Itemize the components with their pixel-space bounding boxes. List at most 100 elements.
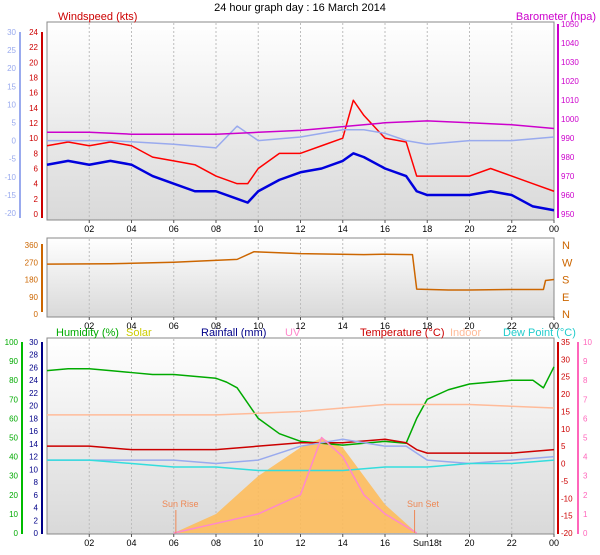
- humidity-tick-label: 20: [9, 491, 18, 500]
- series-wind-direction: [46, 250, 555, 291]
- compass-label: W: [562, 257, 573, 269]
- humidity-tick-label: 50: [9, 434, 18, 443]
- uv-tick-label: 3: [583, 472, 588, 481]
- x-tick-label: 04: [126, 224, 136, 234]
- humidity-tick-label: 0: [14, 529, 19, 538]
- legend: Humidity (%) Solar Rainfall (mm) UV Temp…: [56, 327, 576, 339]
- x-tick-label: 12: [295, 224, 305, 234]
- x-tick-label: 22: [507, 224, 517, 234]
- x-tick-label: Sun18t: [413, 538, 442, 548]
- baro-tick-label: 1040: [561, 39, 579, 48]
- x-tick-label: 14: [338, 538, 348, 548]
- temp-tick-label: -10: [4, 173, 16, 182]
- wind-tick-label: 10: [29, 134, 38, 143]
- wind-tick-label: 16: [29, 89, 38, 98]
- x-tick-label: 00: [549, 224, 559, 234]
- x-tick-label: 16: [380, 538, 390, 548]
- humidity-tick-label: 60: [9, 414, 18, 423]
- baro-tick-label: 970: [561, 172, 575, 181]
- temp-tick-label: 30: [7, 28, 16, 37]
- x-tick-label: 16: [380, 224, 390, 234]
- x-tick-label: 10: [253, 538, 263, 548]
- panel-wind: Windspeed (kts) Barometer (hpa) 02 04 06 08…: [4, 11, 596, 234]
- legend-temperature: Temperature (°C): [360, 327, 444, 339]
- temperature-tick-label: -10: [561, 494, 573, 503]
- uv-tick-label: 10: [583, 338, 592, 347]
- sunset-label: Sun Set: [407, 499, 440, 509]
- baro-tick-label: 950: [561, 210, 575, 219]
- x-tick-label: 10: [253, 321, 263, 331]
- legend-uv: UV: [285, 327, 301, 339]
- baro-tick-label: 990: [561, 134, 575, 143]
- x-tick-label: 18: [422, 224, 432, 234]
- temp-tick-label: 20: [7, 64, 16, 73]
- baro-tick-label: 1000: [561, 115, 579, 124]
- temperature-tick-label: 20: [561, 390, 570, 399]
- rain-tick-label: 20: [29, 402, 38, 411]
- x-tick-label: 20: [464, 321, 474, 331]
- x-tick-label: 20: [464, 224, 474, 234]
- temp-tick-label: 10: [7, 100, 16, 109]
- x-tick-label: 06: [169, 538, 179, 548]
- rain-tick-label: 4: [34, 504, 39, 513]
- panel-direction-bg: [46, 237, 555, 318]
- uv-tick-label: 7: [583, 395, 588, 404]
- uv-tick-label: 6: [583, 414, 588, 423]
- wind-tick-label: 20: [29, 58, 38, 67]
- compass-label: N: [562, 240, 570, 252]
- x-tick-label: 16: [380, 321, 390, 331]
- x-tick-label: 02: [84, 224, 94, 234]
- x-tick-label: 12: [295, 538, 305, 548]
- rain-tick-label: 6: [34, 491, 39, 500]
- dir-tick-label: 90: [29, 293, 38, 302]
- rain-tick-label: 24: [29, 376, 38, 385]
- uv-tick-label: 8: [583, 376, 588, 385]
- baro-tick-label: 1050: [561, 20, 579, 29]
- uv-tick-label: 9: [583, 357, 588, 366]
- x-tick-label: 12: [295, 321, 305, 331]
- x-tick-label: 22: [507, 321, 517, 331]
- humidity-tick-label: 70: [9, 395, 18, 404]
- humidity-tick-label: 30: [9, 472, 18, 481]
- temp-tick-label: -20: [4, 209, 16, 218]
- series-gust: [46, 99, 555, 192]
- legend-dewpoint: Dew Point (°C): [503, 327, 576, 339]
- compass-label: S: [562, 275, 569, 287]
- panel-humidity: Humidity (%) Solar Rainfall (mm) UV Temp…: [5, 327, 593, 548]
- wind-tick-label: 18: [29, 74, 38, 83]
- legend-indoor: Indoor: [450, 327, 482, 339]
- compass-label: N: [562, 309, 570, 321]
- temperature-tick-label: 35: [561, 338, 570, 347]
- x-tick-label: 08: [211, 321, 221, 331]
- wind-tick-label: 0: [34, 210, 39, 219]
- temperature-tick-label: 15: [561, 407, 570, 416]
- dir-tick-label: 0: [34, 310, 39, 319]
- rain-tick-label: 14: [29, 440, 38, 449]
- wind-tick-label: 12: [29, 119, 38, 128]
- x-tick-label: 08: [211, 538, 221, 548]
- wind-tick-label: 14: [29, 104, 38, 113]
- series-temp-blue: [47, 125, 555, 149]
- uv-tick-label: 0: [583, 529, 588, 538]
- legend-solar: Solar: [126, 327, 152, 339]
- temp-tick-label: -15: [4, 191, 16, 200]
- series-indoor: [47, 403, 555, 416]
- x-tick-label: 22: [507, 538, 517, 548]
- x-tick-label: 02: [84, 538, 94, 548]
- baro-tick-label: 1010: [561, 96, 579, 105]
- wind-tick-label: 24: [29, 28, 38, 37]
- temp-tick-label: 15: [7, 82, 16, 91]
- rain-tick-label: 10: [29, 465, 38, 474]
- x-tick-label: 00: [549, 321, 559, 331]
- x-tick-label: 20: [464, 538, 474, 548]
- humidity-tick-label: 40: [9, 453, 18, 462]
- temperature-tick-label: -20: [561, 529, 573, 538]
- page-title: 24 hour graph day : 16 March 2014: [214, 2, 386, 14]
- x-tick-label: 06: [169, 321, 179, 331]
- series-temperature: [47, 438, 555, 454]
- x-tick-label: 14: [338, 224, 348, 234]
- legend-rainfall: Rainfall (mm): [201, 327, 266, 339]
- temperature-tick-label: 10: [561, 425, 570, 434]
- rain-tick-label: 0: [34, 529, 39, 538]
